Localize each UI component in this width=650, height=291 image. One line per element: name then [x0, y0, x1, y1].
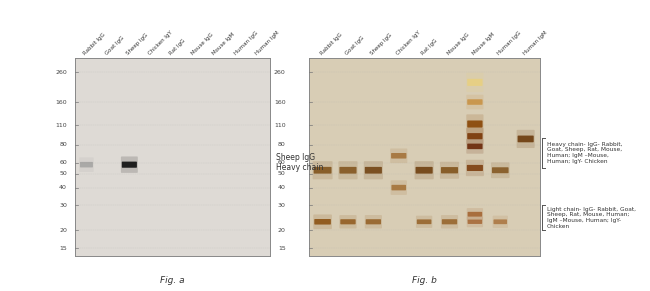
- FancyBboxPatch shape: [314, 167, 332, 174]
- FancyBboxPatch shape: [467, 133, 482, 139]
- Text: 50: 50: [59, 171, 67, 176]
- FancyBboxPatch shape: [391, 185, 406, 190]
- FancyBboxPatch shape: [493, 219, 507, 224]
- FancyBboxPatch shape: [491, 162, 510, 178]
- Text: Heavy chain- IgG- Rabbit,
Goat, Sheep, Rat, Mouse,
Human; IgM –Mouse,
Human; IgY: Heavy chain- IgG- Rabbit, Goat, Sheep, R…: [547, 141, 623, 164]
- FancyBboxPatch shape: [441, 215, 458, 228]
- Text: Mouse IgM: Mouse IgM: [212, 32, 236, 56]
- FancyBboxPatch shape: [339, 215, 357, 228]
- FancyBboxPatch shape: [415, 161, 434, 179]
- Text: 30: 30: [59, 203, 67, 208]
- FancyBboxPatch shape: [440, 162, 459, 179]
- Text: 80: 80: [278, 142, 286, 147]
- FancyBboxPatch shape: [417, 219, 432, 224]
- FancyBboxPatch shape: [415, 167, 433, 174]
- Text: Sheep IgG
Heavy chain: Sheep IgG Heavy chain: [276, 153, 323, 172]
- FancyBboxPatch shape: [466, 139, 484, 154]
- Text: 60: 60: [59, 160, 67, 165]
- FancyBboxPatch shape: [467, 79, 482, 86]
- Text: 160: 160: [55, 100, 67, 104]
- Text: 260: 260: [55, 70, 67, 74]
- Text: 50: 50: [278, 171, 286, 176]
- Text: Mouse IgG: Mouse IgG: [190, 32, 214, 56]
- FancyBboxPatch shape: [466, 128, 484, 144]
- Text: Human IgM: Human IgM: [255, 30, 280, 56]
- Text: Mouse IgG: Mouse IgG: [446, 32, 470, 56]
- Text: 30: 30: [278, 203, 286, 208]
- FancyBboxPatch shape: [315, 219, 331, 225]
- FancyBboxPatch shape: [365, 215, 382, 228]
- FancyBboxPatch shape: [467, 212, 482, 217]
- Text: Goat IgG: Goat IgG: [344, 36, 365, 56]
- FancyBboxPatch shape: [122, 162, 137, 168]
- FancyBboxPatch shape: [467, 120, 482, 128]
- Text: Rat IgG: Rat IgG: [169, 38, 187, 56]
- FancyBboxPatch shape: [313, 161, 333, 179]
- FancyBboxPatch shape: [466, 73, 484, 92]
- FancyBboxPatch shape: [442, 219, 457, 224]
- Text: 110: 110: [55, 123, 67, 128]
- FancyBboxPatch shape: [313, 214, 332, 229]
- FancyBboxPatch shape: [493, 216, 508, 228]
- Text: Rabbit IgG: Rabbit IgG: [83, 32, 107, 56]
- FancyBboxPatch shape: [390, 148, 408, 163]
- Text: Fig. a: Fig. a: [160, 276, 185, 285]
- FancyBboxPatch shape: [517, 130, 535, 148]
- FancyBboxPatch shape: [121, 157, 138, 173]
- Text: 110: 110: [274, 123, 286, 128]
- FancyBboxPatch shape: [416, 216, 432, 228]
- Text: Fig. b: Fig. b: [411, 276, 437, 285]
- Text: Light chain- IgG- Rabbit, Goat,
Sheep, Rat, Mouse, Human;
IgM –Mouse, Human; IgY: Light chain- IgG- Rabbit, Goat, Sheep, R…: [547, 207, 636, 229]
- Text: Human IgG: Human IgG: [497, 31, 523, 56]
- FancyBboxPatch shape: [391, 180, 407, 195]
- FancyBboxPatch shape: [391, 153, 406, 159]
- Text: Human IgM: Human IgM: [522, 30, 548, 56]
- Text: Chicken IgY: Chicken IgY: [395, 30, 421, 56]
- Text: 80: 80: [59, 142, 67, 147]
- FancyBboxPatch shape: [467, 220, 482, 224]
- Text: Chicken IgY: Chicken IgY: [148, 30, 174, 56]
- FancyBboxPatch shape: [517, 136, 534, 142]
- FancyBboxPatch shape: [467, 165, 483, 171]
- FancyBboxPatch shape: [467, 99, 482, 105]
- Text: Rabbit IgG: Rabbit IgG: [319, 32, 343, 56]
- FancyBboxPatch shape: [466, 160, 484, 176]
- Text: Rat IgG: Rat IgG: [421, 38, 439, 56]
- Text: 20: 20: [278, 228, 286, 233]
- FancyBboxPatch shape: [339, 161, 358, 179]
- Text: 60: 60: [278, 160, 286, 165]
- Text: 15: 15: [59, 246, 67, 251]
- FancyBboxPatch shape: [492, 167, 508, 173]
- FancyBboxPatch shape: [466, 95, 484, 109]
- Text: 260: 260: [274, 70, 286, 74]
- FancyBboxPatch shape: [364, 161, 383, 179]
- FancyBboxPatch shape: [341, 219, 356, 224]
- Text: Mouse IgM: Mouse IgM: [471, 32, 495, 56]
- Text: 15: 15: [278, 246, 286, 251]
- Text: 40: 40: [278, 185, 286, 190]
- Text: 160: 160: [274, 100, 286, 104]
- FancyBboxPatch shape: [467, 216, 483, 227]
- FancyBboxPatch shape: [467, 144, 482, 149]
- FancyBboxPatch shape: [467, 208, 483, 220]
- FancyBboxPatch shape: [80, 162, 93, 167]
- Text: Sheep IgG: Sheep IgG: [370, 33, 393, 56]
- Text: Goat IgG: Goat IgG: [105, 36, 125, 56]
- Text: Sheep IgG: Sheep IgG: [126, 33, 150, 56]
- Text: 20: 20: [59, 228, 67, 233]
- FancyBboxPatch shape: [79, 157, 94, 172]
- FancyBboxPatch shape: [441, 167, 458, 173]
- FancyBboxPatch shape: [466, 114, 484, 134]
- Text: 40: 40: [59, 185, 67, 190]
- FancyBboxPatch shape: [366, 219, 381, 224]
- FancyBboxPatch shape: [339, 167, 357, 174]
- FancyBboxPatch shape: [365, 167, 382, 174]
- Text: Human IgG: Human IgG: [233, 31, 259, 56]
